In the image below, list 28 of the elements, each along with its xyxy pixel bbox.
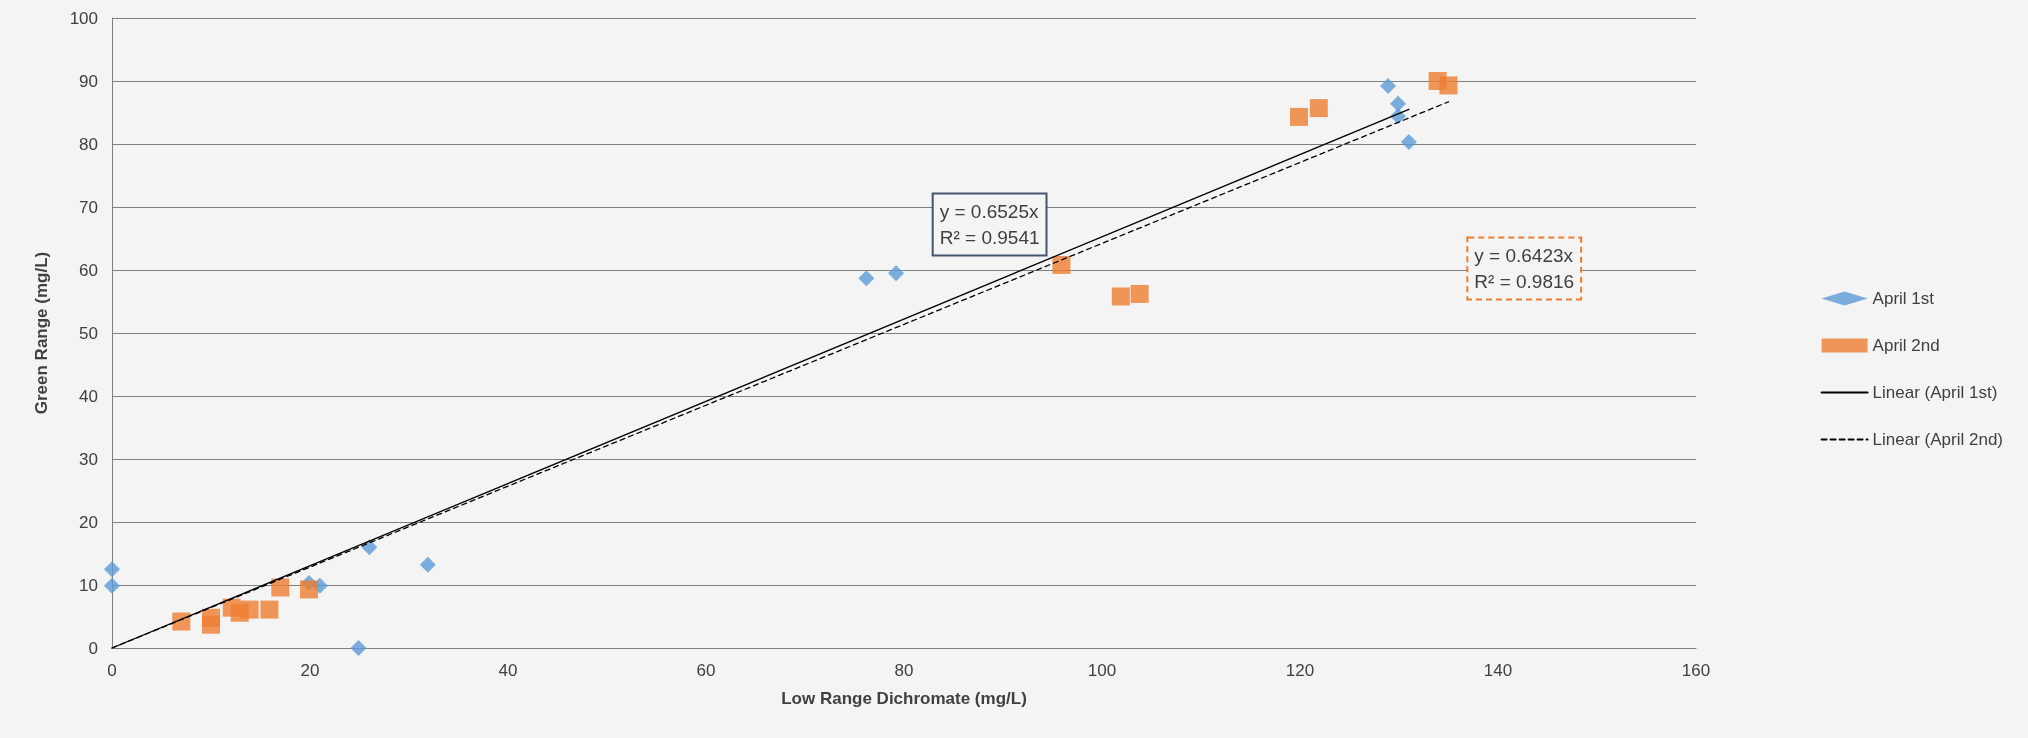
x-tick-label: 120 bbox=[1285, 661, 1315, 680]
y-tick-label: 100 bbox=[69, 8, 98, 28]
y-tick-label: 80 bbox=[79, 134, 98, 154]
x-tick-label: 20 bbox=[300, 661, 320, 680]
legend-label: Linear (April 1st) bbox=[1872, 383, 1998, 402]
x-tick-label: 100 bbox=[1087, 661, 1117, 680]
y-tick-label: 20 bbox=[79, 512, 98, 532]
y-tick-label: 70 bbox=[79, 197, 98, 217]
x-axis-title: Low Range Dichromate (mg/L) bbox=[781, 689, 1027, 708]
y-tick-label: 50 bbox=[79, 323, 98, 343]
x-tick-label: 0 bbox=[107, 661, 117, 680]
x-tick-label: 140 bbox=[1483, 661, 1513, 680]
y-tick-label: 0 bbox=[88, 638, 98, 658]
y-axis-title: Green Range (mg/L) bbox=[32, 251, 51, 415]
y-tick-label: 60 bbox=[79, 260, 98, 280]
legend-label: Linear (April 2nd) bbox=[1872, 430, 2004, 449]
y-tick-label: 90 bbox=[79, 71, 98, 91]
y-tick-label: 40 bbox=[79, 386, 98, 406]
annotation: y = 0.6423x R² = 0.9816 bbox=[1474, 245, 1575, 292]
x-tick-label: 80 bbox=[894, 661, 914, 680]
annotation: y = 0.6525x R² = 0.9541 bbox=[939, 200, 1040, 248]
legend-label: April 2nd bbox=[1872, 336, 1940, 355]
x-tick-label: 40 bbox=[498, 661, 518, 680]
y-tick-label: 30 bbox=[79, 449, 98, 469]
x-tick-label: 60 bbox=[696, 661, 716, 680]
legend-label: April 1st bbox=[1872, 289, 1935, 308]
y-tick-label: 10 bbox=[79, 575, 98, 595]
x-tick-label: 160 bbox=[1681, 661, 1711, 680]
